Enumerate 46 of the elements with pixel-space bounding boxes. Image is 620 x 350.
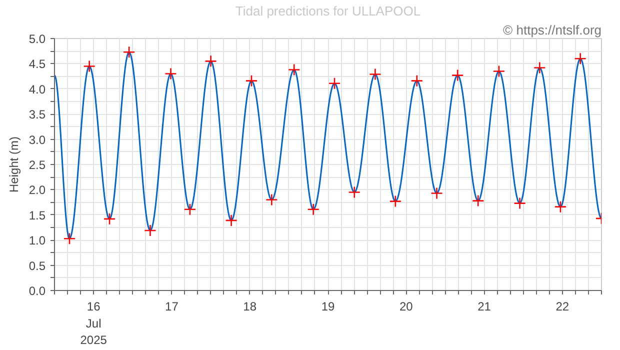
point <box>451 69 464 82</box>
y-tick-label: 5.0 <box>28 32 46 46</box>
y-tick-label: 3.0 <box>28 132 46 147</box>
point <box>144 224 156 237</box>
x-tick-label: 19 <box>321 300 335 314</box>
y-tick-label: 2.5 <box>28 158 46 172</box>
point <box>164 68 177 80</box>
point <box>266 194 278 206</box>
y-tick-label: 4.5 <box>28 57 46 72</box>
x-tick-label: 18 <box>243 300 257 314</box>
point <box>533 62 546 74</box>
point <box>389 195 402 208</box>
point <box>288 64 300 76</box>
point <box>225 214 238 227</box>
point <box>410 74 424 87</box>
x-tick-label: 17 <box>165 300 179 314</box>
y-tick-label: 2.0 <box>28 183 46 198</box>
point <box>245 74 258 87</box>
point <box>83 60 96 72</box>
point <box>369 68 382 80</box>
y-tick-label: 0.0 <box>28 284 46 298</box>
x-tick-label: 21 <box>478 300 492 314</box>
x-tick-label: 22 <box>556 300 570 314</box>
point <box>430 187 443 200</box>
point <box>184 203 196 216</box>
point <box>554 200 567 213</box>
point <box>63 232 76 245</box>
point <box>514 197 526 210</box>
point <box>472 194 484 207</box>
y-tick-label: 1.0 <box>28 234 46 248</box>
point <box>492 65 506 78</box>
x-tick-label: 20 <box>399 300 414 314</box>
y-tick-label: 4.0 <box>28 82 46 96</box>
y-tick-label: 1.5 <box>28 208 46 222</box>
point <box>103 212 116 226</box>
point <box>348 186 361 198</box>
point <box>204 55 217 68</box>
x-tick-label: 16 Jul 2025 <box>80 300 108 348</box>
point <box>574 52 586 65</box>
y-tick-label: 0.5 <box>28 258 46 273</box>
y-tick-label: 3.5 <box>28 108 46 122</box>
text: © https://ntslf.org <box>503 22 602 38</box>
y-axis-title: Height (m) <box>6 136 21 193</box>
point <box>328 77 341 90</box>
point <box>122 46 136 58</box>
point <box>307 203 320 216</box>
